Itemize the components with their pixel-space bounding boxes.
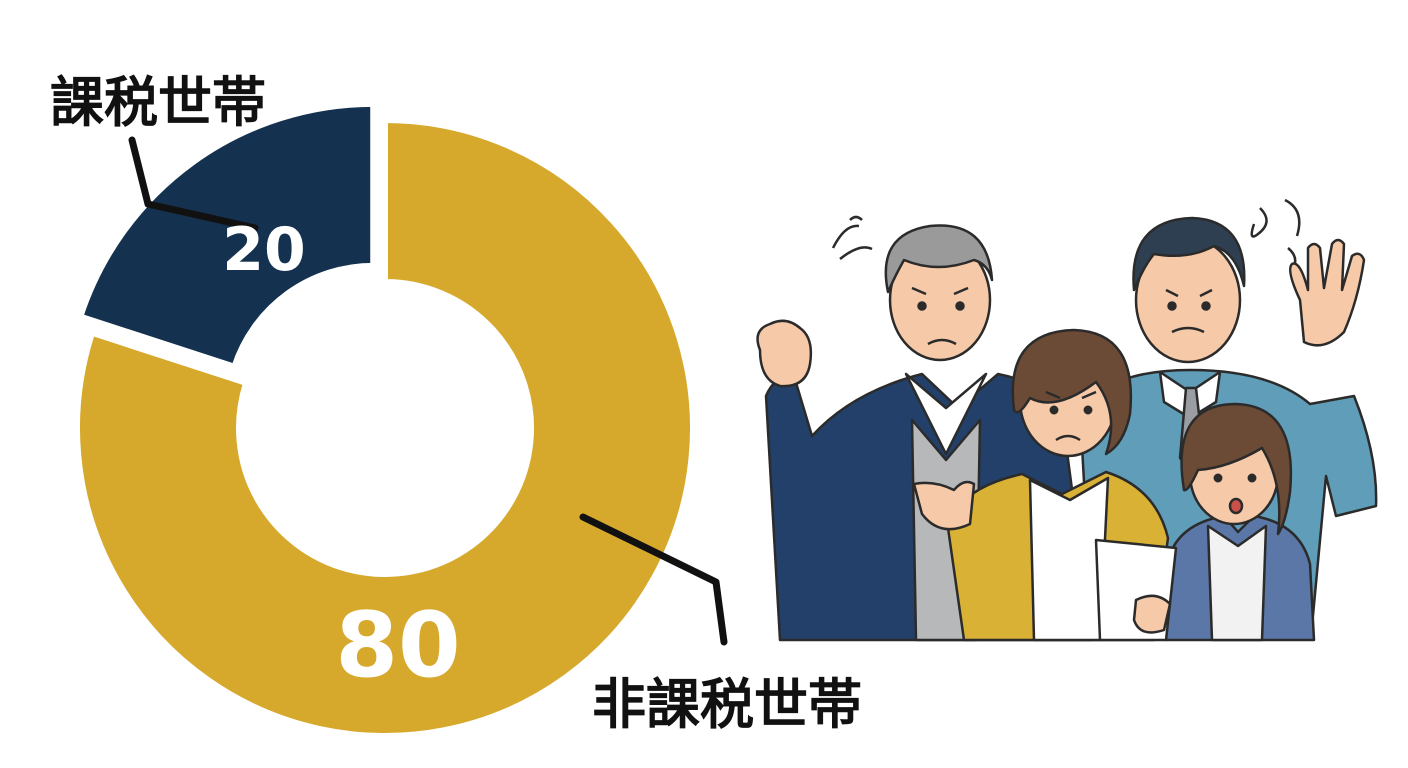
woman-mustard-cardigan	[912, 328, 1170, 642]
category-label-nontax: 非課税世帯	[592, 673, 862, 736]
slice-nontax	[74, 116, 696, 739]
worry-mark-right	[1250, 198, 1301, 271]
slice-tax	[76, 100, 377, 371]
worried-family-icon	[756, 198, 1378, 642]
data-label-tax: 20	[222, 215, 306, 285]
leader-line-nontax	[579, 513, 728, 646]
young-woman-periwinkle-jacket	[1094, 402, 1316, 642]
category-label-tax: 課税世帯	[50, 71, 266, 134]
leader-line-tax	[128, 136, 259, 232]
worry-mark-left	[831, 215, 873, 260]
donut-chart: 課税世帯 非課税世帯 20 80	[50, 71, 862, 739]
leader-lines	[128, 136, 728, 646]
data-label-nontax: 80	[335, 593, 460, 698]
donut-slices	[74, 100, 696, 739]
